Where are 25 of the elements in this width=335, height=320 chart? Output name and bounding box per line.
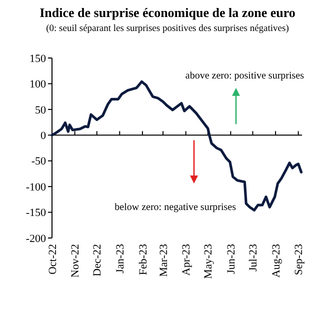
- annotation: above zero: positive surprises: [185, 70, 304, 82]
- y-tick-label: -50: [31, 156, 46, 168]
- x-tick-label: Jan-23: [114, 244, 126, 274]
- y-tick-label: 0: [40, 130, 46, 142]
- x-tick-label: Nov-22: [70, 244, 82, 278]
- x-tick-label: Jul-23: [248, 244, 260, 272]
- y-tick-label: -100: [26, 181, 46, 194]
- y-tick-label: -150: [26, 207, 46, 220]
- x-tick-label: Dec-22: [92, 244, 104, 276]
- y-tick-label: 100: [30, 78, 46, 91]
- x-tick-label: Jun-23: [226, 244, 238, 274]
- annotation: below zero: negative surprises: [114, 202, 236, 214]
- x-tick-label: Apr-23: [180, 244, 193, 276]
- x-tick-label: Sep-23: [293, 244, 306, 276]
- x-tick-label: Oct-22: [46, 244, 59, 275]
- x-tick-label: May-23: [202, 244, 215, 279]
- line-series: [50, 80, 303, 212]
- x-tick-label: Mar-23: [158, 244, 170, 277]
- x-tick-label: Feb-23: [137, 244, 150, 276]
- chart-subtitle: (0: seuil séparant les surprises positives des surprises négatives): [46, 24, 289, 34]
- chart-title: Indice de surprise économique de la zone euro: [40, 5, 296, 20]
- y-tick-label: 50: [35, 104, 46, 116]
- y-tick-label: -200: [26, 232, 46, 245]
- x-tick-label: Aug-23: [270, 244, 282, 278]
- y-tick-label: 150: [30, 52, 46, 65]
